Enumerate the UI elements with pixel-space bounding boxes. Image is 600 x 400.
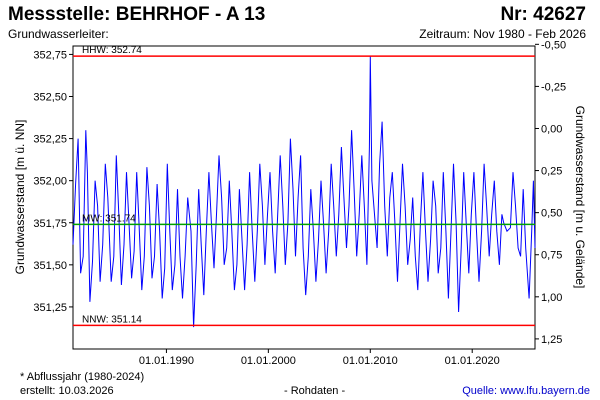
x-axis: 01.01.1990 01.01.2000 01.01.2010 01.01.2020 <box>139 349 500 367</box>
chart-title: Messstelle: BEHRHOF - A 13 <box>8 4 266 25</box>
source-link[interactable]: Quelle: www.lfu.bayern.de <box>462 385 590 397</box>
series-layer <box>72 56 536 328</box>
y-right-tick-label: 0,25 <box>541 166 562 178</box>
y-right-tick-label: -0,25 <box>541 81 566 93</box>
x-tick-label: 01.01.1990 <box>139 355 194 367</box>
footnote: * Abflussjahr (1980-2024) <box>20 371 145 383</box>
ref-label-hhw: HHW: 352.74 <box>82 45 142 56</box>
plot-area <box>72 45 536 350</box>
station-number: Nr: 42627 <box>500 4 586 25</box>
y-axis-left: 352,75 352,50 352,25 352,00 351,75 351,50 351,… <box>33 49 73 314</box>
y-right-tick-label: 0,50 <box>541 208 562 220</box>
y-tick-label: 352,50 <box>33 92 67 104</box>
y-right-tick-label: 1,25 <box>541 334 562 346</box>
y-tick-label: 351,75 <box>33 218 67 230</box>
y-right-tick-label: 0,75 <box>541 250 562 262</box>
y-tick-label: 352,00 <box>33 176 67 188</box>
y-axis-title-left: Grundwasserstand [m ü. NN] <box>13 120 27 275</box>
y-tick-label: 351,50 <box>33 260 67 272</box>
y-axis-right: -0,50 -0,25 0,00 0,25 0,50 0,75 1,00 1,25 <box>535 39 566 346</box>
y-right-tick-label: 1,00 <box>541 292 562 304</box>
period-label: Zeitraum: Nov 1980 - Feb 2026 <box>419 27 586 41</box>
y-axis-title-right: Grundwasserstand [m u. Gelände] <box>573 106 587 289</box>
ref-label-mw: MW: 351.74 <box>82 213 136 224</box>
raw-data-label: - Rohdaten - <box>284 385 346 397</box>
reference-lines: HHW: 352.74 MW: 351.74 NNW: 351.14 <box>73 45 535 327</box>
x-tick-label: 01.01.2010 <box>343 355 398 367</box>
series-line-groundwater <box>72 56 536 328</box>
aquifer-label: Grundwasserleiter: <box>8 27 109 41</box>
y-tick-label: 352,25 <box>33 134 67 146</box>
y-tick-label: 352,75 <box>33 49 67 61</box>
x-tick-label: 01.01.2000 <box>241 355 296 367</box>
created-date: erstellt: 10.03.2026 <box>20 385 114 397</box>
ref-label-nnw: NNW: 351.14 <box>82 314 142 325</box>
x-tick-label: 01.01.2020 <box>445 355 500 367</box>
y-right-tick-label: -0,50 <box>541 39 566 51</box>
y-right-tick-label: 0,00 <box>541 123 562 135</box>
y-tick-label: 351,25 <box>33 302 67 314</box>
